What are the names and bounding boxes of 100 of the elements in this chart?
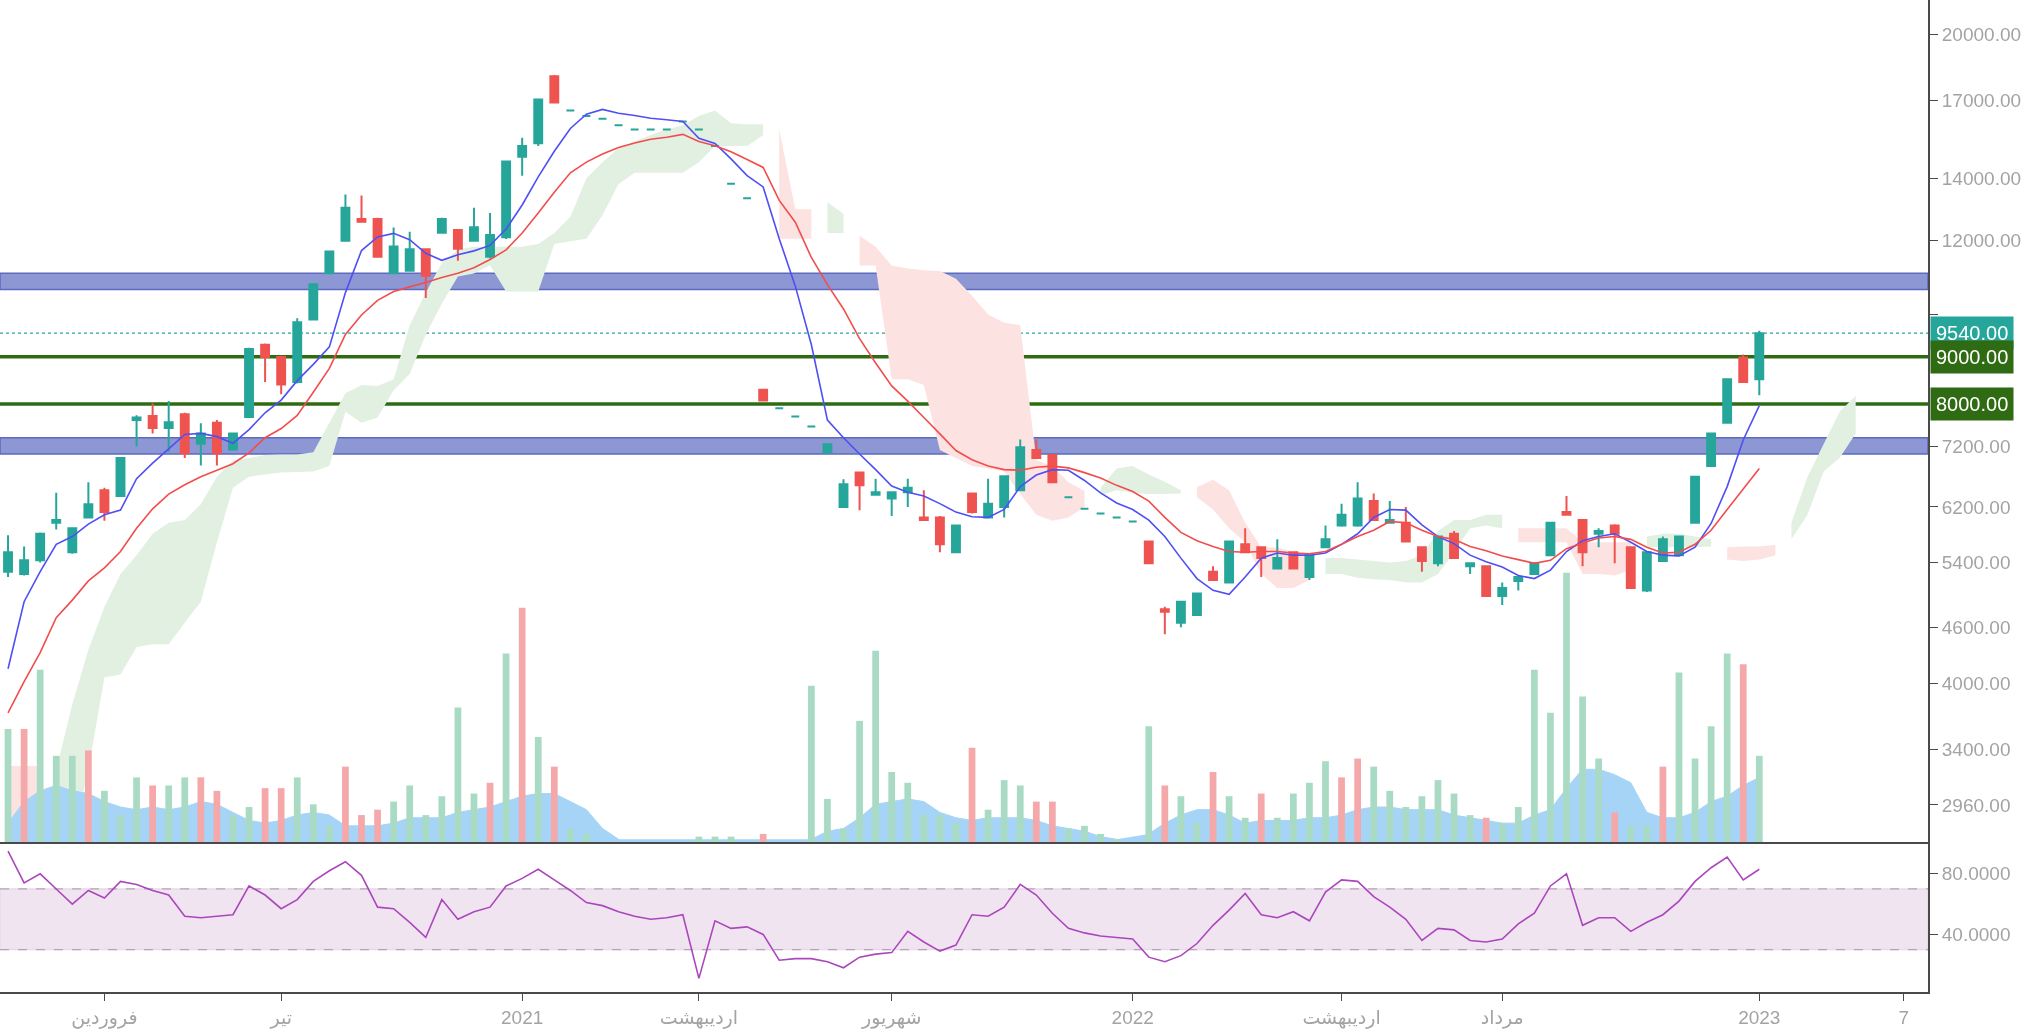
- candlestick: [774, 407, 785, 410]
- candlestick: [1127, 520, 1138, 523]
- candlestick: [1159, 605, 1170, 636]
- candlestick: [710, 144, 720, 147]
- candlestick: [533, 98, 544, 147]
- candlestick: [1577, 518, 1588, 568]
- y-tick-label: 4000.00: [1941, 673, 2011, 695]
- bar: [1370, 766, 1378, 842]
- x-tick-label: شهریور: [860, 1006, 922, 1029]
- candlestick: [308, 283, 319, 321]
- candlestick: [324, 250, 335, 275]
- candlestick: [1368, 492, 1379, 522]
- bar: [342, 766, 349, 842]
- bar: [1627, 825, 1635, 842]
- bar: [518, 607, 526, 842]
- candlestick: [1015, 438, 1026, 492]
- candlestick: [19, 545, 30, 577]
- bar: [952, 823, 960, 842]
- bar: [534, 737, 542, 842]
- bar: [1579, 696, 1586, 842]
- candlestick: [1111, 516, 1122, 519]
- candlestick: [517, 136, 528, 177]
- candlestick: [742, 197, 753, 200]
- bar: [277, 788, 285, 842]
- candlestick: [886, 491, 897, 518]
- bar: [1563, 572, 1570, 842]
- bar: [1530, 669, 1538, 842]
- candlestick: [1593, 527, 1604, 549]
- bar: [390, 801, 398, 842]
- bar: [1514, 807, 1522, 842]
- bar: [1466, 815, 1474, 842]
- y-tick-label: 80.0000: [1941, 863, 2011, 885]
- candlestick: [1095, 512, 1106, 515]
- candlestick: [1497, 581, 1508, 607]
- bar: [1611, 812, 1619, 842]
- bar: [566, 828, 574, 842]
- candlestick: [951, 524, 961, 554]
- candlestick: [726, 182, 736, 185]
- y-tick-label: 12000.00: [1941, 230, 2022, 252]
- candlestick: [1609, 523, 1620, 565]
- y-tick-label: 40.0000: [1941, 924, 2011, 946]
- candlestick: [340, 193, 351, 242]
- bar: [759, 833, 767, 842]
- bar: [1065, 828, 1072, 842]
- candlestick: [613, 124, 624, 127]
- bar: [1643, 825, 1651, 842]
- candlestick: [1513, 576, 1524, 592]
- bar: [181, 777, 189, 842]
- candlestick: [99, 486, 110, 522]
- candlestick: [1400, 505, 1411, 543]
- candlestick: [597, 117, 608, 120]
- x-tick-label: 2021: [501, 1006, 544, 1028]
- candlestick: [501, 160, 512, 240]
- candlestick: [131, 414, 142, 448]
- bar: [856, 720, 863, 842]
- bar: [1081, 825, 1088, 842]
- bar: [1338, 777, 1345, 842]
- bar: [1418, 796, 1426, 842]
- x-tick-label: اردیبهشت: [1302, 1006, 1381, 1029]
- y-tick-label: 3400.00: [1941, 738, 2011, 760]
- candlestick: [1352, 481, 1363, 528]
- candlestick: [388, 226, 399, 275]
- candlestick: [276, 354, 287, 396]
- candlestick: [436, 216, 447, 234]
- candlestick: [1224, 540, 1235, 584]
- bar: [1322, 761, 1329, 842]
- candlestick: [35, 531, 46, 564]
- ref-line-label: 9000.00: [1936, 346, 2009, 368]
- candlestick: [790, 415, 801, 418]
- bar: [1354, 758, 1362, 842]
- bar: [1048, 801, 1056, 842]
- candlestick: [999, 474, 1010, 519]
- bar: [1273, 817, 1281, 842]
- bar: [309, 804, 317, 842]
- bar: [807, 685, 815, 842]
- candlestick: [1192, 592, 1202, 617]
- y-tick-label: 6200.00: [1941, 496, 2011, 518]
- y-tick-label: 5400.00: [1941, 552, 2011, 574]
- bar: [52, 755, 60, 842]
- candlestick: [1320, 524, 1331, 549]
- bar: [1161, 785, 1169, 842]
- bar: [840, 828, 847, 842]
- bar: [374, 809, 381, 842]
- candlestick: [1625, 545, 1636, 589]
- bar: [824, 798, 831, 842]
- bar: [904, 782, 912, 842]
- bar: [133, 777, 140, 842]
- line-series: [7, 850, 1761, 980]
- candlestick: [485, 212, 495, 260]
- candlestick: [1416, 545, 1427, 573]
- candlestick: [244, 346, 254, 418]
- candlestick: [854, 471, 865, 512]
- candlestick: [1706, 432, 1717, 468]
- candlestick: [1690, 475, 1700, 524]
- candlestick: [870, 477, 881, 496]
- candlestick: [404, 230, 415, 272]
- y-tick-label: 14000.00: [1941, 168, 2022, 190]
- bar: [165, 785, 173, 842]
- candlestick: [1722, 378, 1733, 424]
- candlestick: [1256, 545, 1267, 579]
